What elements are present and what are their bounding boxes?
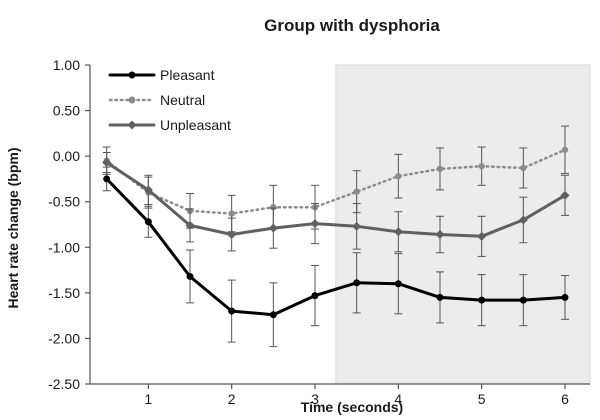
pleasant-point xyxy=(186,272,194,280)
x-tick-label: 2 xyxy=(228,391,236,407)
neutral-point xyxy=(561,146,569,153)
neutral-point xyxy=(353,188,360,195)
x-tick-label: 1 xyxy=(144,391,152,407)
neutral-point xyxy=(478,162,485,170)
x-axis-label: Time (seconds) xyxy=(301,399,403,415)
x-tick-label: 4 xyxy=(394,391,402,407)
unpleasant-series-line xyxy=(105,161,567,238)
legend-label-unpleasant: Unpleasant xyxy=(160,117,231,133)
pleasant-point xyxy=(353,279,361,287)
x-tick-label: 5 xyxy=(478,391,486,407)
neutral-point xyxy=(520,164,527,172)
y-tick-label: 0.00 xyxy=(53,148,80,164)
y-tick-label: -0.50 xyxy=(48,194,80,210)
y-tick-label: -2.00 xyxy=(48,330,80,346)
unpleasant-point xyxy=(393,227,403,237)
neutral-point xyxy=(395,172,402,180)
unpleasant-point xyxy=(435,230,445,240)
unpleasant-point xyxy=(518,215,528,225)
x-tick-label: 3 xyxy=(311,391,319,407)
chart-title: Group with dysphoria xyxy=(264,16,440,35)
legend-label-pleasant: Pleasant xyxy=(160,67,215,83)
legend-label-neutral: Neutral xyxy=(160,92,205,108)
pleasant-point xyxy=(269,311,277,319)
pleasant-point xyxy=(103,175,111,183)
pleasant-point xyxy=(311,292,319,300)
legend-group: Pleasant Neutral Unpleasant xyxy=(108,67,231,133)
unpleasant-point xyxy=(477,231,487,241)
series-group xyxy=(102,125,570,348)
neutral-series-line xyxy=(105,148,567,215)
neutral-point xyxy=(436,165,444,173)
pleasant-point xyxy=(478,296,486,304)
unpleasant-point xyxy=(143,185,153,195)
pleasant-point xyxy=(519,296,527,304)
pleasant-series-line xyxy=(105,177,567,317)
y-tick-label: -2.50 xyxy=(48,376,80,392)
axes-group: 1.00 0.50 0.00 -0.50 -1.00 -1.50 -2.00 -2.50 1 2 3… xyxy=(48,57,590,407)
unpleasant-point xyxy=(352,221,362,231)
y-tick-label: 1.00 xyxy=(53,57,80,73)
x-tick-label: 6 xyxy=(561,391,569,407)
y-tick-label: -1.00 xyxy=(48,239,80,255)
unpleasant-point xyxy=(227,230,237,240)
unpleasant-point xyxy=(560,190,570,200)
y-tick-label: 0.50 xyxy=(53,103,80,119)
legend-marker-pleasant xyxy=(128,71,136,79)
shaded-region xyxy=(335,64,591,385)
pleasant-point xyxy=(394,280,402,288)
neutral-point xyxy=(270,203,277,211)
unpleasant-point xyxy=(268,223,278,233)
pleasant-point xyxy=(436,293,444,301)
unpleasant-point xyxy=(102,158,112,168)
unpleasant-point xyxy=(185,220,195,230)
pleasant-point xyxy=(561,293,569,301)
legend-marker-neutral xyxy=(128,96,136,104)
legend-marker-unpleasant xyxy=(127,120,137,130)
pleasant-point xyxy=(144,218,152,226)
pleasant-point xyxy=(228,307,236,315)
y-axis-label: Heart rate change (bpm) xyxy=(5,147,21,308)
unpleasant-point xyxy=(310,219,320,229)
neutral-point xyxy=(228,210,235,217)
shaded-region-group xyxy=(335,64,591,385)
y-tick-label: -1.50 xyxy=(48,285,80,301)
